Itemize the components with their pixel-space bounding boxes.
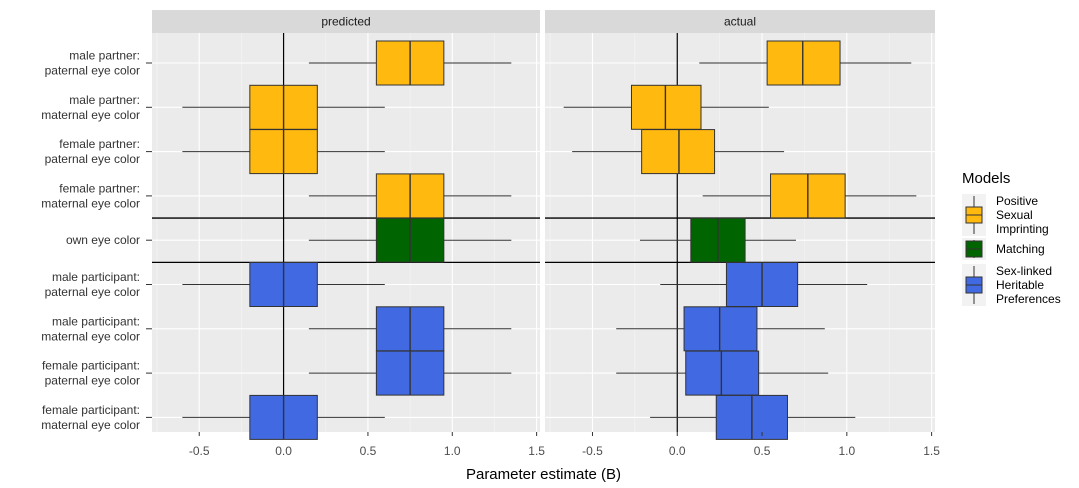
box-actual-8 [650, 394, 856, 440]
panel-strip-label: predicted [321, 15, 370, 29]
x-tick-label: 1.5 [528, 444, 545, 458]
panel-actual: actual -0.5 0.0 0.5 1.0 1.5 [545, 10, 940, 458]
x-tick-label: 0.0 [275, 444, 292, 458]
box-actual-1 [563, 84, 769, 130]
panel-strip [545, 10, 935, 33]
x-tick-label: 0.5 [754, 444, 771, 458]
y-category-label: male partner: paternal eye color [45, 49, 140, 78]
legend-title: Models [962, 170, 1010, 187]
box-actual-7 [616, 350, 829, 396]
panel-strip [152, 10, 540, 33]
box-iqr [683, 306, 758, 352]
box-iqr [641, 129, 716, 175]
y-category-label: own eye color [66, 233, 140, 247]
box-predicted-7 [308, 350, 512, 396]
box-iqr [766, 40, 841, 86]
legend-label: Positive Sexual Imprinting [996, 194, 1049, 236]
x-tick-label: 1.0 [838, 444, 855, 458]
legend-item: Positive Sexual Imprinting [962, 194, 1049, 236]
x-axis-title: Parameter estimate (B) [466, 466, 621, 483]
x-tick-label: 1.5 [923, 444, 940, 458]
box-predicted-3 [308, 173, 512, 219]
box-actual-3 [702, 173, 917, 219]
box-actual-6 [616, 306, 825, 352]
y-category-label: male partner: maternal eye color [41, 93, 140, 122]
y-category-label: male participant: maternal eye color [41, 314, 140, 343]
panel-predicted: predicted -0.5 0.0 0.5 1.0 1.5 [152, 10, 545, 458]
box-actual-4 [639, 217, 796, 263]
box-predicted-6 [308, 306, 512, 352]
legend-label: Sex-linked Heritable Preferences [996, 264, 1061, 306]
box-actual-2 [572, 129, 785, 175]
legend-item: Matching [962, 238, 1045, 260]
x-tick-label: 0.0 [669, 444, 686, 458]
box-actual-0 [699, 40, 912, 86]
box-predicted-5 [182, 262, 385, 307]
y-category-label: female participant: maternal eye color [41, 403, 140, 432]
box-predicted-4 [308, 217, 512, 263]
x-tick-label: -0.5 [189, 444, 210, 458]
y-category-label: male participant: paternal eye color [45, 270, 140, 299]
box-actual-5 [660, 262, 868, 307]
box-predicted-1 [182, 84, 385, 130]
x-tick-label: -0.5 [582, 444, 603, 458]
panel-strip-label: actual [724, 15, 756, 29]
y-category-label: female participant: paternal eye color [42, 359, 140, 388]
legend-item: Sex-linked Heritable Preferences [962, 264, 1061, 306]
legend: Models Positive Sexual Imprinting Matching Se… [962, 170, 1061, 306]
legend-label: Matching [996, 242, 1045, 256]
box-predicted-0 [308, 40, 512, 86]
box-iqr [630, 84, 702, 130]
y-category-label: female partner: paternal eye color [45, 137, 140, 166]
box-iqr [685, 350, 760, 396]
box-predicted-2 [182, 129, 385, 175]
panel-background [152, 33, 540, 432]
x-tick-label: 1.0 [444, 444, 461, 458]
x-tick-label: 0.5 [360, 444, 377, 458]
y-category-label: female partner: maternal eye color [41, 181, 140, 210]
